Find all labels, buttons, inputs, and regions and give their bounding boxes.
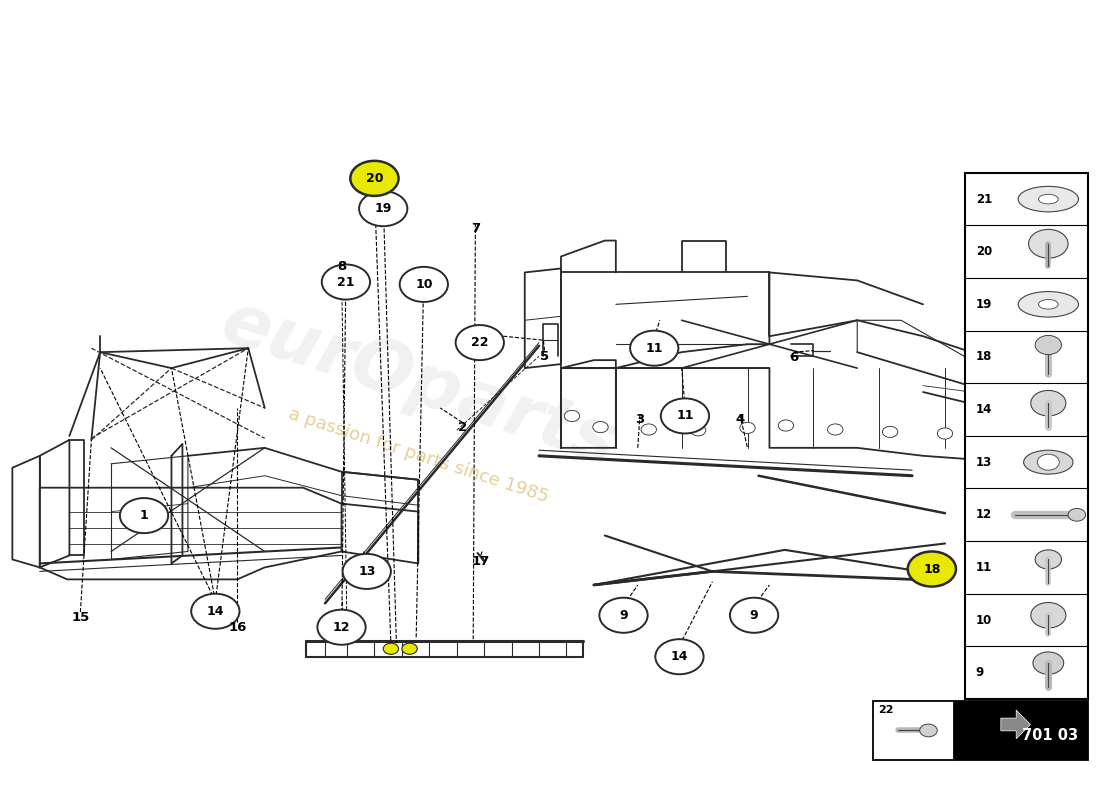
Text: 13: 13: [976, 456, 992, 469]
Text: 3: 3: [636, 414, 645, 426]
Text: 6: 6: [789, 351, 799, 364]
Circle shape: [630, 330, 679, 366]
Circle shape: [1031, 390, 1066, 416]
Bar: [965, 173, 1088, 699]
Text: 18: 18: [976, 350, 992, 363]
Polygon shape: [1001, 710, 1031, 739]
Text: 20: 20: [365, 172, 383, 185]
Circle shape: [827, 424, 843, 435]
Text: 11: 11: [676, 410, 694, 422]
Text: 12: 12: [976, 508, 992, 522]
Text: 2: 2: [458, 422, 466, 434]
Circle shape: [882, 426, 898, 438]
Text: 1: 1: [140, 509, 148, 522]
Text: 4: 4: [735, 414, 745, 426]
Text: 11: 11: [976, 561, 992, 574]
Text: 22: 22: [878, 705, 893, 714]
Ellipse shape: [1019, 291, 1078, 317]
Ellipse shape: [1038, 299, 1058, 309]
Circle shape: [778, 420, 793, 431]
Circle shape: [593, 422, 608, 433]
Circle shape: [730, 598, 778, 633]
Text: 12: 12: [333, 621, 350, 634]
Circle shape: [1031, 602, 1066, 628]
Bar: [872, 701, 954, 760]
Text: 17: 17: [472, 554, 490, 567]
Circle shape: [359, 191, 407, 226]
Text: 10: 10: [976, 614, 992, 626]
Text: 22: 22: [471, 336, 488, 349]
Text: 5: 5: [540, 350, 549, 362]
Circle shape: [1035, 550, 1062, 569]
Text: a passion for parts since 1985: a passion for parts since 1985: [286, 405, 551, 506]
Text: 19: 19: [976, 298, 992, 311]
Text: 21: 21: [976, 193, 992, 206]
Circle shape: [383, 643, 398, 654]
Circle shape: [1037, 454, 1059, 470]
Circle shape: [120, 498, 168, 533]
Circle shape: [920, 724, 937, 737]
Text: 10: 10: [415, 278, 432, 291]
Text: 14: 14: [207, 605, 224, 618]
Circle shape: [1035, 335, 1062, 354]
Circle shape: [455, 325, 504, 360]
Text: 9: 9: [619, 609, 628, 622]
Circle shape: [740, 422, 756, 434]
Text: 701 03: 701 03: [1022, 728, 1078, 742]
Circle shape: [564, 410, 580, 422]
Circle shape: [402, 643, 417, 654]
Text: 14: 14: [976, 403, 992, 416]
Circle shape: [191, 594, 240, 629]
Circle shape: [1068, 509, 1086, 521]
Ellipse shape: [1038, 194, 1058, 204]
Text: 13: 13: [359, 565, 375, 578]
Circle shape: [937, 428, 953, 439]
Text: 9: 9: [976, 666, 984, 679]
Text: 19: 19: [374, 202, 392, 215]
Circle shape: [908, 551, 956, 586]
Circle shape: [342, 554, 390, 589]
Text: 21: 21: [338, 275, 354, 289]
Circle shape: [318, 610, 365, 645]
Bar: [955, 701, 1088, 760]
Text: 16: 16: [228, 621, 246, 634]
Text: eurOparts: eurOparts: [212, 288, 625, 480]
Text: 8: 8: [337, 259, 346, 273]
Text: 7: 7: [471, 222, 480, 235]
Circle shape: [641, 424, 657, 435]
Text: 20: 20: [976, 246, 992, 258]
Text: 15: 15: [72, 611, 89, 624]
Text: 18: 18: [923, 562, 940, 575]
Text: 9: 9: [750, 609, 758, 622]
Circle shape: [350, 161, 398, 196]
Ellipse shape: [1024, 450, 1072, 474]
Circle shape: [600, 598, 648, 633]
Circle shape: [691, 425, 706, 436]
Circle shape: [661, 398, 710, 434]
Circle shape: [399, 267, 448, 302]
Circle shape: [322, 265, 370, 299]
Text: 14: 14: [671, 650, 689, 663]
Circle shape: [656, 639, 704, 674]
Circle shape: [1028, 230, 1068, 258]
Text: 11: 11: [646, 342, 663, 354]
Circle shape: [1033, 652, 1064, 674]
Ellipse shape: [1019, 186, 1078, 212]
